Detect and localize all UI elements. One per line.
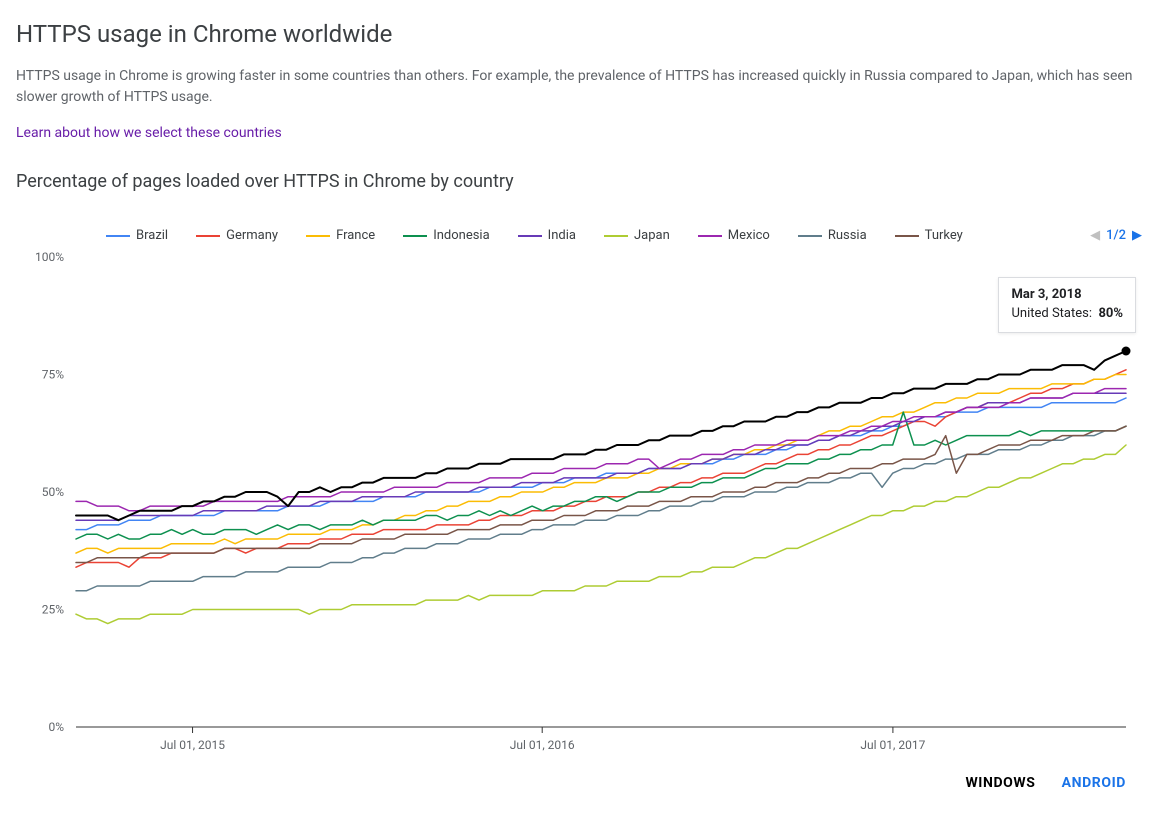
svg-text:75%: 75% — [42, 368, 64, 382]
svg-text:100%: 100% — [35, 250, 64, 264]
legend-item-japan[interactable]: Japan — [604, 228, 670, 243]
legend-item-india[interactable]: India — [518, 228, 576, 243]
tooltip-country: United States — [1011, 306, 1088, 321]
pager-label: 1/2 — [1106, 228, 1126, 243]
chart-tooltip: Mar 3, 2018 United States: 80% — [998, 277, 1136, 333]
legend-pager: ◀ 1/2 ▶ — [1090, 228, 1142, 243]
svg-text:25%: 25% — [42, 603, 64, 617]
legend-label: Mexico — [728, 228, 770, 243]
legend-swatch — [196, 235, 220, 237]
legend-label: Japan — [634, 228, 670, 243]
tooltip-value: 80% — [1098, 306, 1123, 321]
legend-label: India — [548, 228, 576, 243]
legend-swatch — [403, 235, 427, 237]
svg-text:Jul 01, 2015: Jul 01, 2015 — [160, 738, 225, 752]
legend-label: Turkey — [925, 228, 963, 243]
svg-text:Jul 01, 2017: Jul 01, 2017 — [860, 738, 925, 752]
legend-item-brazil[interactable]: Brazil — [106, 228, 168, 243]
legend-item-indonesia[interactable]: Indonesia — [403, 228, 489, 243]
legend-swatch — [895, 235, 919, 237]
legend-item-france[interactable]: France — [306, 228, 375, 243]
legend-item-germany[interactable]: Germany — [196, 228, 278, 243]
svg-text:Jul 01, 2016: Jul 01, 2016 — [510, 738, 575, 752]
legend-label: Russia — [828, 228, 867, 243]
legend-item-russia[interactable]: Russia — [798, 228, 867, 243]
legend-label: Germany — [226, 228, 278, 243]
pager-next-icon[interactable]: ▶ — [1132, 228, 1142, 243]
legend-swatch — [106, 235, 130, 237]
svg-text:0%: 0% — [48, 720, 64, 734]
legend-label: France — [336, 228, 375, 243]
legend: Brazil Germany France Indonesia India Japan Me… — [16, 228, 1142, 243]
country-selection-link[interactable]: Learn about how we select these countrie… — [16, 125, 282, 141]
legend-swatch — [698, 235, 722, 237]
legend-swatch — [518, 235, 542, 237]
pager-prev-icon: ◀ — [1090, 228, 1100, 243]
tab-android[interactable]: ANDROID — [1062, 775, 1126, 791]
legend-item-mexico[interactable]: Mexico — [698, 228, 770, 243]
chart-area: 0% 25% 50% 75% 100% Jul 01, 2015 Jul 01, 2016 J… — [16, 247, 1136, 767]
legend-swatch — [798, 235, 822, 237]
legend-label: Brazil — [136, 228, 168, 243]
legend-swatch — [306, 235, 330, 237]
legend-swatch — [604, 235, 628, 237]
svg-text:50%: 50% — [42, 485, 64, 499]
intro-text: HTTPS usage in Chrome is growing faster … — [16, 66, 1136, 108]
legend-item-turkey[interactable]: Turkey — [895, 228, 963, 243]
legend-label: Indonesia — [433, 228, 489, 243]
page-title: HTTPS usage in Chrome worldwide — [16, 20, 1142, 48]
chart-title: Percentage of pages loaded over HTTPS in… — [16, 171, 1142, 192]
platform-tabs: WINDOWS ANDROID — [16, 775, 1142, 791]
tab-windows[interactable]: WINDOWS — [965, 775, 1035, 791]
chart-svg: 0% 25% 50% 75% 100% Jul 01, 2015 Jul 01, 2016 J… — [16, 247, 1136, 767]
tooltip-date: Mar 3, 2018 — [1011, 286, 1123, 305]
